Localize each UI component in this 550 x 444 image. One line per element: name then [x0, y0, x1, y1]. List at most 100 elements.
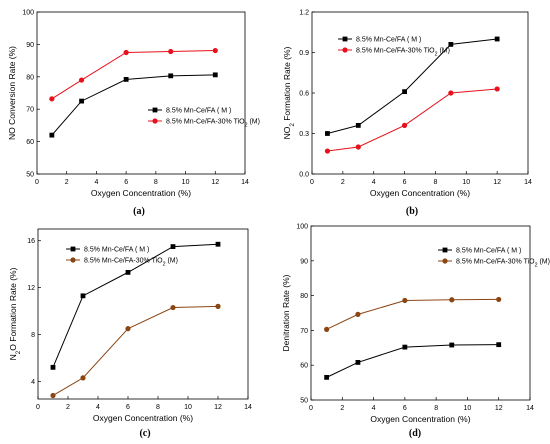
data-point-series-2: [496, 296, 502, 303]
x-tick-label: 4: [96, 404, 100, 411]
data-point-series-1: [449, 342, 455, 348]
y-tick-label: 70: [26, 107, 34, 114]
data-point-series-2: [324, 326, 330, 332]
data-point-series-1: [49, 132, 55, 138]
panel-label: (d): [409, 428, 421, 439]
legend-marker-1: [70, 246, 76, 252]
legend-label-1: 8.5% Mn-Ce/FA ( M ): [166, 108, 231, 115]
x-tick-label: 0: [36, 404, 40, 411]
data-point-series-2: [402, 297, 408, 304]
data-point-series-1: [402, 344, 408, 350]
x-tick-label: 12: [211, 179, 219, 186]
data-point-series-1: [355, 123, 361, 128]
data-point-series-2: [212, 47, 218, 54]
data-point-series-2: [324, 148, 331, 154]
legend-marker-1: [442, 247, 448, 253]
data-point-series-1: [324, 374, 330, 380]
data-point-series-2: [449, 297, 455, 303]
data-point-series-1: [448, 42, 454, 47]
data-point-series-1: [212, 72, 218, 78]
y-tick-label: 90: [300, 258, 308, 265]
plot-frame: [36, 11, 246, 175]
y-tick-label: 50: [26, 172, 34, 179]
legend-label-1: 8.5% Mn-Ce/FA ( M ): [84, 247, 149, 254]
x-tick-label: 2: [341, 179, 345, 186]
y-tick-label: 8: [31, 332, 35, 339]
legend-label-2: 8.5% Mn-Ce/FA-30% TiO2 (M): [84, 258, 178, 268]
y-tick-label: 60: [300, 363, 308, 370]
legend: 8.5% Mn-Ce/FA ( M ) 8.5% Mn-Ce/FA-30% TiO…: [438, 248, 550, 269]
legend: 8.5% Mn-Ce/FA ( M ) 8.5% Mn-Ce/FA-30% TiO…: [148, 108, 260, 129]
x-tick-label: 2: [65, 179, 69, 186]
data-point-series-1: [496, 342, 502, 348]
x-tick-label: 0: [35, 179, 39, 186]
data-point-series-1: [125, 269, 131, 275]
data-point-series-1: [215, 241, 221, 247]
x-tick-label: 6: [124, 179, 128, 186]
x-tick-label: 12: [493, 179, 501, 186]
data-point-series-1: [402, 89, 407, 95]
data-point-series-1: [168, 73, 174, 79]
plot-frame: [310, 225, 531, 401]
panel-label: (c): [139, 428, 150, 439]
x-tick-label: 12: [495, 405, 503, 412]
panel-label: (a): [133, 206, 145, 217]
data-point-series-1: [325, 131, 330, 136]
y-tick-label: 4: [31, 379, 35, 386]
x-tick-label: 14: [526, 405, 534, 412]
y-tick-label: 80: [300, 293, 308, 300]
y-tick-label: 0.9: [299, 50, 309, 57]
x-axis-label: Oxygen Concentration (%): [370, 188, 470, 198]
series-line-2: [52, 305, 219, 396]
x-tick-label: 2: [66, 404, 70, 411]
series-line-2: [326, 298, 499, 330]
data-point-series-2: [215, 303, 221, 309]
x-tick-label: 14: [244, 404, 252, 411]
x-axis-label: Oxygen Concentration (%): [93, 413, 193, 423]
legend-marker-1: [152, 107, 158, 113]
series-line-2: [327, 88, 498, 152]
legend-label-1: 8.5% Mn-Ce/FA ( M ): [356, 37, 421, 44]
x-tick-label: 2: [340, 405, 344, 412]
chart-d: 0 2 4 6 8 10 12 14 50 60 70 80 90 100 Oxygen Concentra…: [281, 224, 550, 440]
legend-label-2: 8.5% Mn-Ce/FA-30% TiO2 (M): [356, 48, 450, 58]
chart-a: 0 2 4 6 8 10 12 14 50 60 70 80 90 100 Oxygen Concentra…: [7, 10, 260, 218]
data-point-series-1: [494, 36, 500, 42]
y-tick-label: 0.3: [299, 131, 309, 138]
x-tick-label: 4: [372, 179, 376, 186]
x-axis-label: Oxygen Concentration (%): [91, 188, 191, 198]
data-point-series-2: [494, 86, 500, 92]
series-line-1: [326, 344, 499, 378]
data-point-series-2: [80, 375, 86, 381]
series-line-2: [51, 50, 216, 100]
legend-marker-2: [152, 118, 158, 124]
y-tick-label: 50: [300, 398, 308, 405]
legend: 8.5% Mn-Ce/FA ( M ) 8.5% Mn-Ce/FA-30% TiO…: [338, 37, 450, 58]
y-axis-label: Denitration Rate (%): [281, 274, 291, 351]
y-tick-label: 60: [26, 139, 34, 146]
y-tick-label: 0.0: [299, 172, 309, 179]
legend-label-2: 8.5% Mn-Ce/FA-30% TiO2 (M): [456, 259, 550, 269]
legend-label-2: 8.5% Mn-Ce/FA-30% TiO2 (M): [166, 119, 260, 129]
y-tick-label: 0.6: [299, 91, 309, 98]
y-tick-label: 70: [300, 328, 308, 335]
legend-marker-1: [342, 36, 348, 42]
y-tick-label: 100: [22, 10, 34, 17]
data-point-series-2: [401, 122, 408, 128]
data-point-series-2: [168, 48, 174, 55]
x-tick-label: 0: [309, 405, 313, 412]
chart-b: 0 2 4 6 8 10 12 14 0.0 0.3 0.6 0.9 1.2 Oxygen Concent…: [282, 10, 532, 218]
x-tick-label: 8: [154, 179, 158, 186]
x-tick-label: 8: [434, 405, 438, 412]
y-tick-label: 1.2: [299, 10, 309, 17]
x-tick-label: 6: [403, 179, 407, 186]
data-point-series-2: [448, 90, 454, 96]
plot-frame: [37, 228, 249, 400]
x-tick-label: 6: [403, 405, 407, 412]
data-point-series-1: [79, 98, 84, 104]
legend-marker-2: [442, 258, 448, 264]
x-tick-label: 8: [156, 404, 160, 411]
y-tick-label: 12: [27, 285, 35, 292]
y-tick-label: 16: [27, 238, 35, 245]
